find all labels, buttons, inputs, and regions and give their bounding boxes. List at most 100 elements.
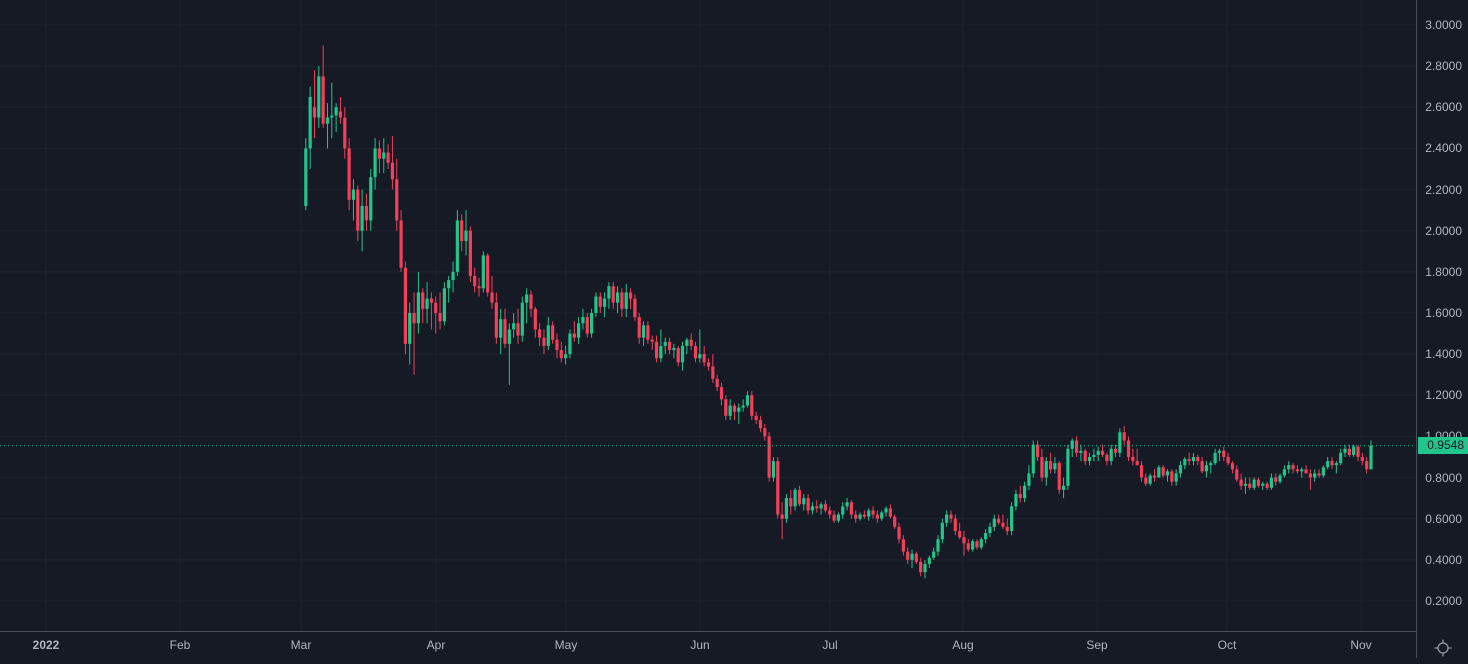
candle-body (997, 518, 1001, 523)
candle-body (858, 514, 862, 519)
candle-body (854, 514, 858, 519)
candle-body (1044, 461, 1048, 478)
candle-body (914, 553, 918, 562)
candle-body (1014, 493, 1018, 507)
candle-body (590, 312, 594, 334)
candle-body (1235, 469, 1239, 480)
candle-body (451, 271, 455, 281)
candle-body (797, 489, 802, 505)
candle-body (1083, 450, 1087, 462)
candle-body (1152, 475, 1157, 478)
candle-body (421, 292, 425, 309)
candle-body (577, 323, 581, 338)
candle-body (1144, 477, 1148, 484)
candle-body (403, 267, 408, 344)
candle-body (750, 395, 754, 416)
candle-body (910, 553, 914, 560)
candle-body (499, 319, 503, 338)
candle-body (351, 189, 356, 200)
candle-body (1343, 448, 1347, 453)
candle-body (559, 350, 563, 359)
candle-body (1074, 440, 1079, 453)
candle-body (412, 312, 416, 324)
time-tick-label: Jul (822, 638, 838, 652)
candle-body (1295, 469, 1299, 472)
candle-body (1265, 483, 1269, 488)
candle-body (767, 436, 771, 478)
candle-body (1035, 444, 1040, 457)
candle-body (1222, 450, 1226, 457)
candle-body (330, 115, 334, 118)
candle-body (620, 292, 624, 309)
candle-body (819, 504, 823, 509)
chart-settings-button[interactable] (1417, 632, 1468, 664)
candle-body (1109, 448, 1113, 462)
candle-body (1187, 459, 1191, 462)
candle-body (598, 296, 602, 307)
candle-body (1131, 456, 1135, 462)
candle-body (1048, 461, 1053, 470)
candle-body (1334, 463, 1338, 466)
candle-body (1300, 469, 1304, 472)
candle-body (347, 148, 351, 200)
candle-body (542, 337, 546, 346)
candle-body (390, 162, 395, 180)
candle-body (711, 366, 715, 379)
candle-body (845, 502, 849, 507)
candle-body (637, 317, 641, 338)
chart-plot-area[interactable] (0, 0, 1417, 631)
price-tick-label: 1.4000 (1425, 347, 1462, 362)
candle-body (503, 319, 507, 344)
candle-body (975, 541, 979, 548)
candle-body (1217, 450, 1222, 453)
candle-body (360, 206, 364, 231)
time-tick-label: Nov (1350, 638, 1372, 652)
candle-body (1230, 463, 1235, 470)
candle-body (1352, 446, 1356, 455)
candle-body (611, 286, 615, 303)
candle-body (624, 292, 628, 309)
candle-body (815, 506, 819, 509)
candle-body (1057, 463, 1061, 490)
candle-body (364, 206, 369, 221)
candle-body (927, 557, 931, 564)
candle-body (689, 339, 693, 346)
candle-body (849, 502, 853, 515)
candle-body (667, 341, 672, 351)
candle-body (802, 498, 806, 505)
candle-body (429, 298, 433, 303)
candle-body (1061, 485, 1066, 490)
candle-body (1204, 465, 1209, 472)
candle-body (308, 96, 312, 149)
candle-body (1001, 522, 1005, 527)
candle-body (685, 339, 689, 346)
candle-body (602, 298, 607, 307)
candle-body (1269, 477, 1274, 488)
candle-body (806, 498, 810, 511)
time-tick-label: 2022 (32, 638, 60, 652)
candle-body (763, 428, 767, 437)
candle-body (1092, 454, 1096, 457)
candle-body (962, 537, 966, 544)
candle-body (1113, 448, 1118, 453)
candle-body (1183, 459, 1187, 466)
candle-body (1174, 473, 1178, 482)
time-tick-label: Feb (169, 638, 191, 652)
candle-body (832, 514, 836, 521)
candle-body (966, 543, 970, 550)
price-tick-label: 1.8000 (1425, 264, 1462, 279)
candle-body (585, 317, 589, 334)
candle-body (897, 526, 901, 540)
price-tick-label: 2.0000 (1425, 223, 1462, 238)
candle-body (780, 514, 784, 519)
candle-body (615, 292, 620, 303)
candle-body (945, 514, 949, 523)
candle-body (1313, 473, 1317, 478)
candle-body (1287, 465, 1291, 470)
candle-body (680, 345, 685, 363)
candle-body (1239, 479, 1243, 486)
candle-body (923, 563, 927, 573)
candle-body (888, 508, 892, 517)
candle-body (1274, 477, 1278, 482)
